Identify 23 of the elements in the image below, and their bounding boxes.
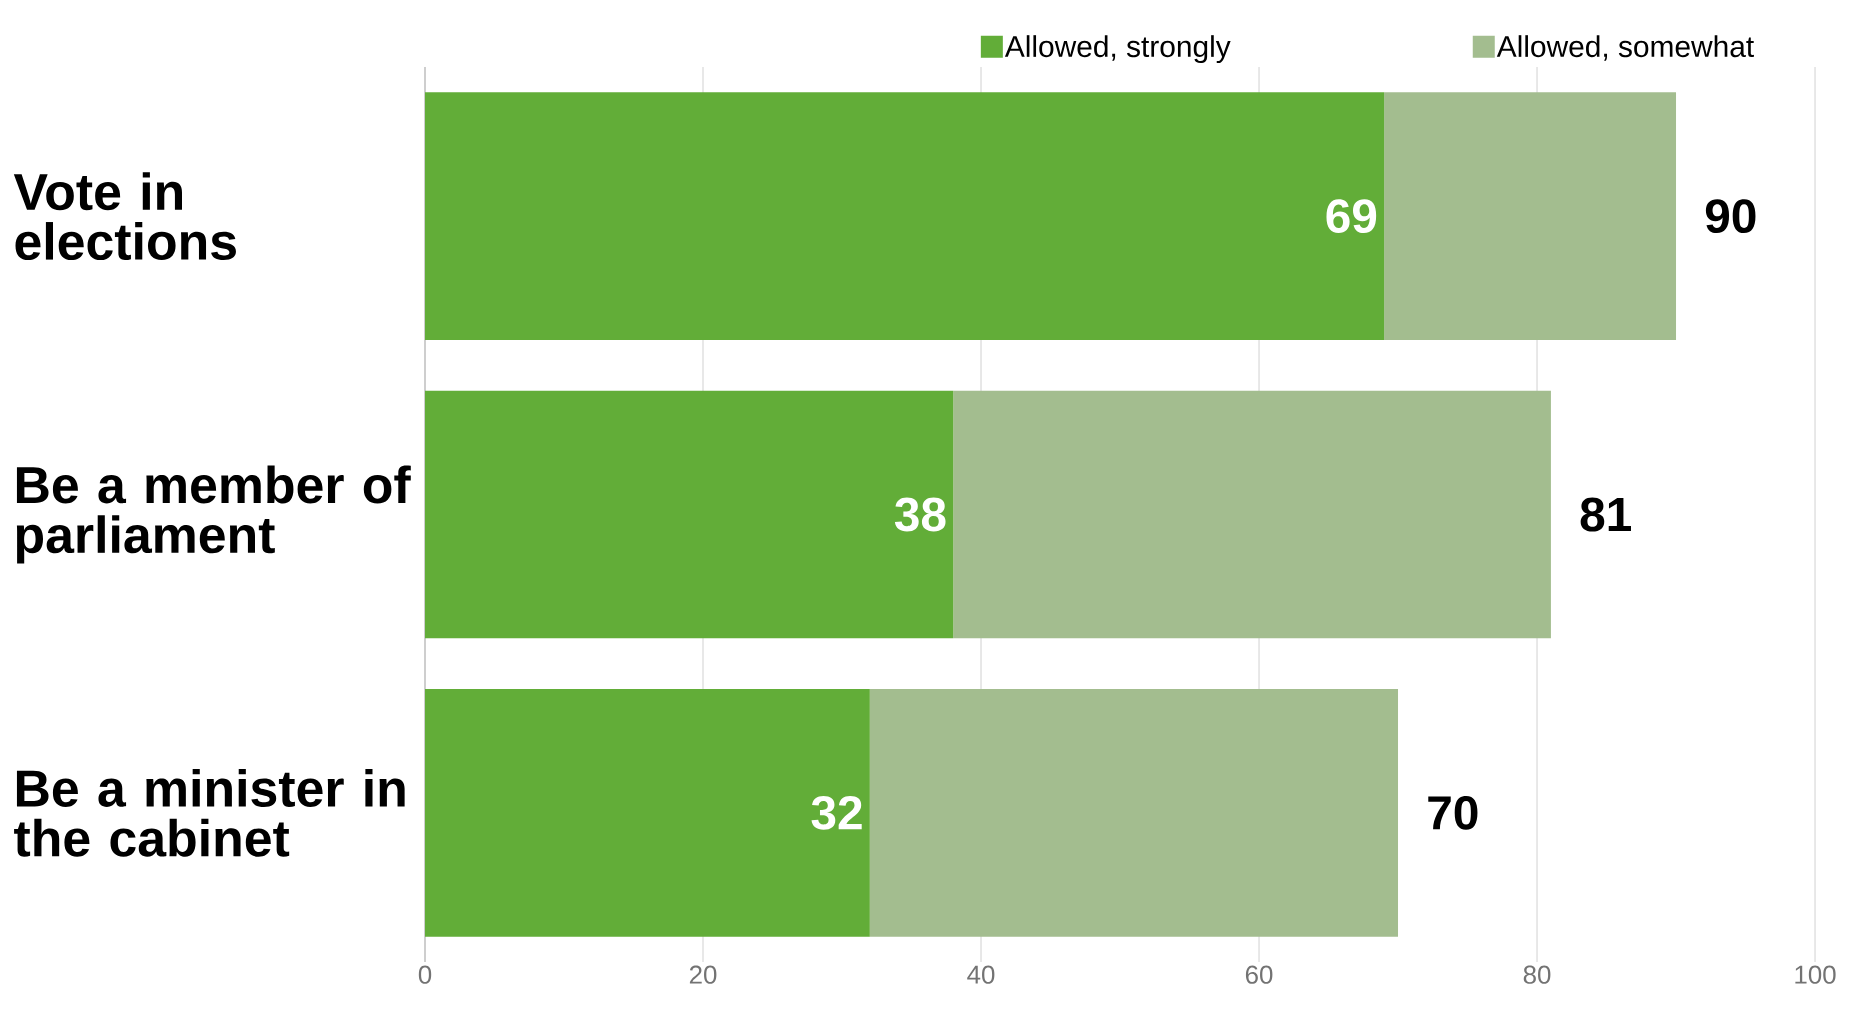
y-tick-label: Be a member of parliament	[16, 465, 411, 564]
bar	[425, 390, 954, 639]
y-tick-label: Be a minister in the cabinet	[14, 768, 405, 857]
data-label: 38	[894, 497, 946, 532]
total-label: 70	[1428, 795, 1478, 830]
data-label: 32	[811, 795, 862, 830]
bar	[869, 689, 1399, 937]
x-tick-label: 0	[418, 965, 432, 984]
legend-label: Allowed, strongly	[1004, 35, 1231, 64]
total-label: 81	[1580, 497, 1631, 532]
bar	[953, 390, 1551, 639]
y-tick-label: Vote in elections	[13, 172, 236, 261]
x-tick-label: 40	[967, 965, 995, 984]
data-label: 69	[1326, 199, 1377, 234]
legend-label: Allowed, somewhat	[1496, 35, 1754, 61]
x-tick-label: 100	[1795, 965, 1836, 984]
x-tick-label: 20	[689, 965, 717, 984]
total-label: 90	[1705, 199, 1756, 234]
x-tick-label: 60	[1245, 965, 1273, 984]
bar	[425, 92, 1385, 340]
x-tick-label: 80	[1523, 965, 1551, 984]
bar	[425, 689, 870, 937]
bar	[1384, 92, 1677, 340]
